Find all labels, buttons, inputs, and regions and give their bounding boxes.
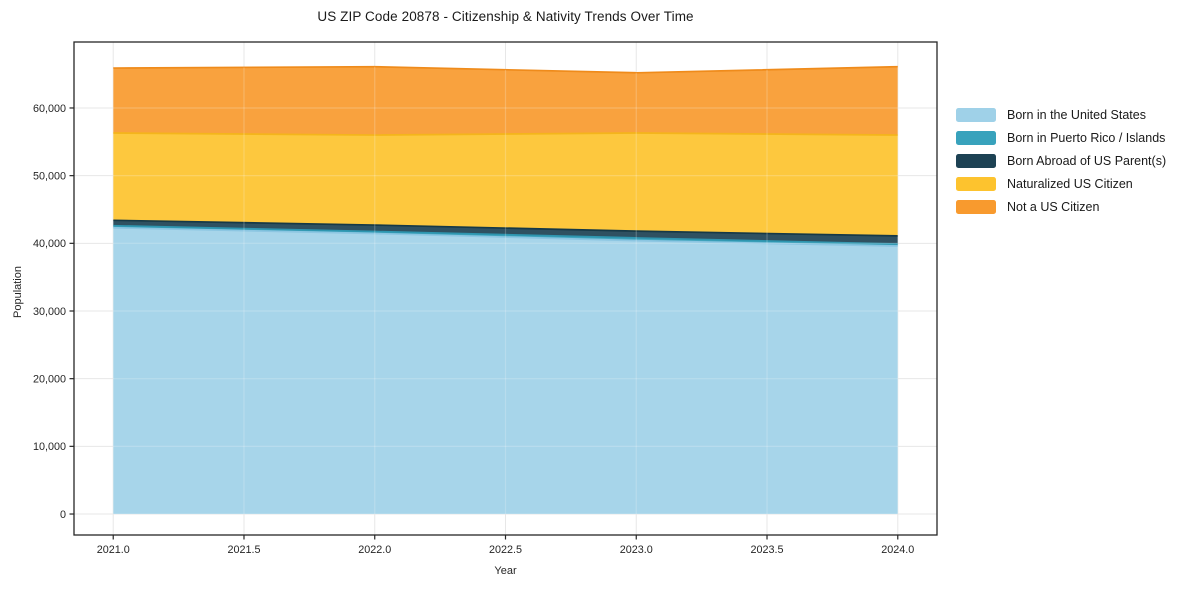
legend-item: Born Abroad of US Parent(s): [956, 152, 1166, 169]
y-tick-label: 0: [60, 509, 66, 521]
x-tick-label: 2021.5: [227, 544, 260, 556]
area-naturalized-us-citizen: [113, 133, 898, 236]
legend-item: Born in Puerto Rico / Islands: [956, 129, 1166, 146]
y-tick-label: 10,000: [33, 441, 66, 453]
legend-swatch: [956, 199, 996, 214]
x-axis-label: Year: [494, 565, 517, 577]
x-tick-label: 2023.5: [750, 544, 783, 556]
area-born-in-the-united-states: [113, 227, 898, 515]
grid-overlay: [113, 66, 898, 515]
x-tick-label: 2021.0: [97, 544, 130, 556]
legend-swatch: [956, 153, 996, 168]
y-tick-label: 50,000: [33, 170, 66, 182]
legend-swatch: [956, 130, 996, 145]
x-tick-label: 2023.0: [620, 544, 653, 556]
legend-label: Born in the United States: [1007, 107, 1146, 122]
y-tick-label: 40,000: [33, 238, 66, 250]
y-tick-label: 20,000: [33, 373, 66, 385]
area-born-abroad-of-us-parent-s-: [113, 220, 898, 245]
area-edge-line: [113, 226, 898, 247]
chart-title: US ZIP Code 20878 - Citizenship & Nativi…: [317, 9, 694, 24]
x-tick-label: 2022.0: [358, 544, 391, 556]
area-edge-line: [113, 65, 898, 74]
legend-label: Born Abroad of US Parent(s): [1007, 153, 1167, 168]
area-not-a-us-citizen: [113, 66, 898, 136]
legend-label: Naturalized US Citizen: [1007, 176, 1133, 191]
x-tick-label: 2024.0: [881, 544, 914, 556]
legend-item: Naturalized US Citizen: [956, 175, 1166, 192]
y-tick-label: 60,000: [33, 103, 66, 115]
legend-item: Not a US Citizen: [956, 198, 1166, 215]
area-edge-line: [113, 132, 898, 136]
legend-swatch: [956, 107, 996, 122]
legend-item: Born in the United States: [956, 106, 1166, 123]
y-tick-label: 30,000: [33, 306, 66, 318]
area-edge-line: [113, 219, 898, 237]
legend-label: Born in Puerto Rico / Islands: [1007, 130, 1166, 145]
legend: Born in the United States Born in Puerto…: [956, 106, 1166, 215]
legend-label: Not a US Citizen: [1007, 199, 1100, 214]
x-tick-label: 2022.5: [489, 544, 522, 556]
legend-swatch: [956, 176, 996, 191]
area-edge-line: [113, 224, 898, 245]
